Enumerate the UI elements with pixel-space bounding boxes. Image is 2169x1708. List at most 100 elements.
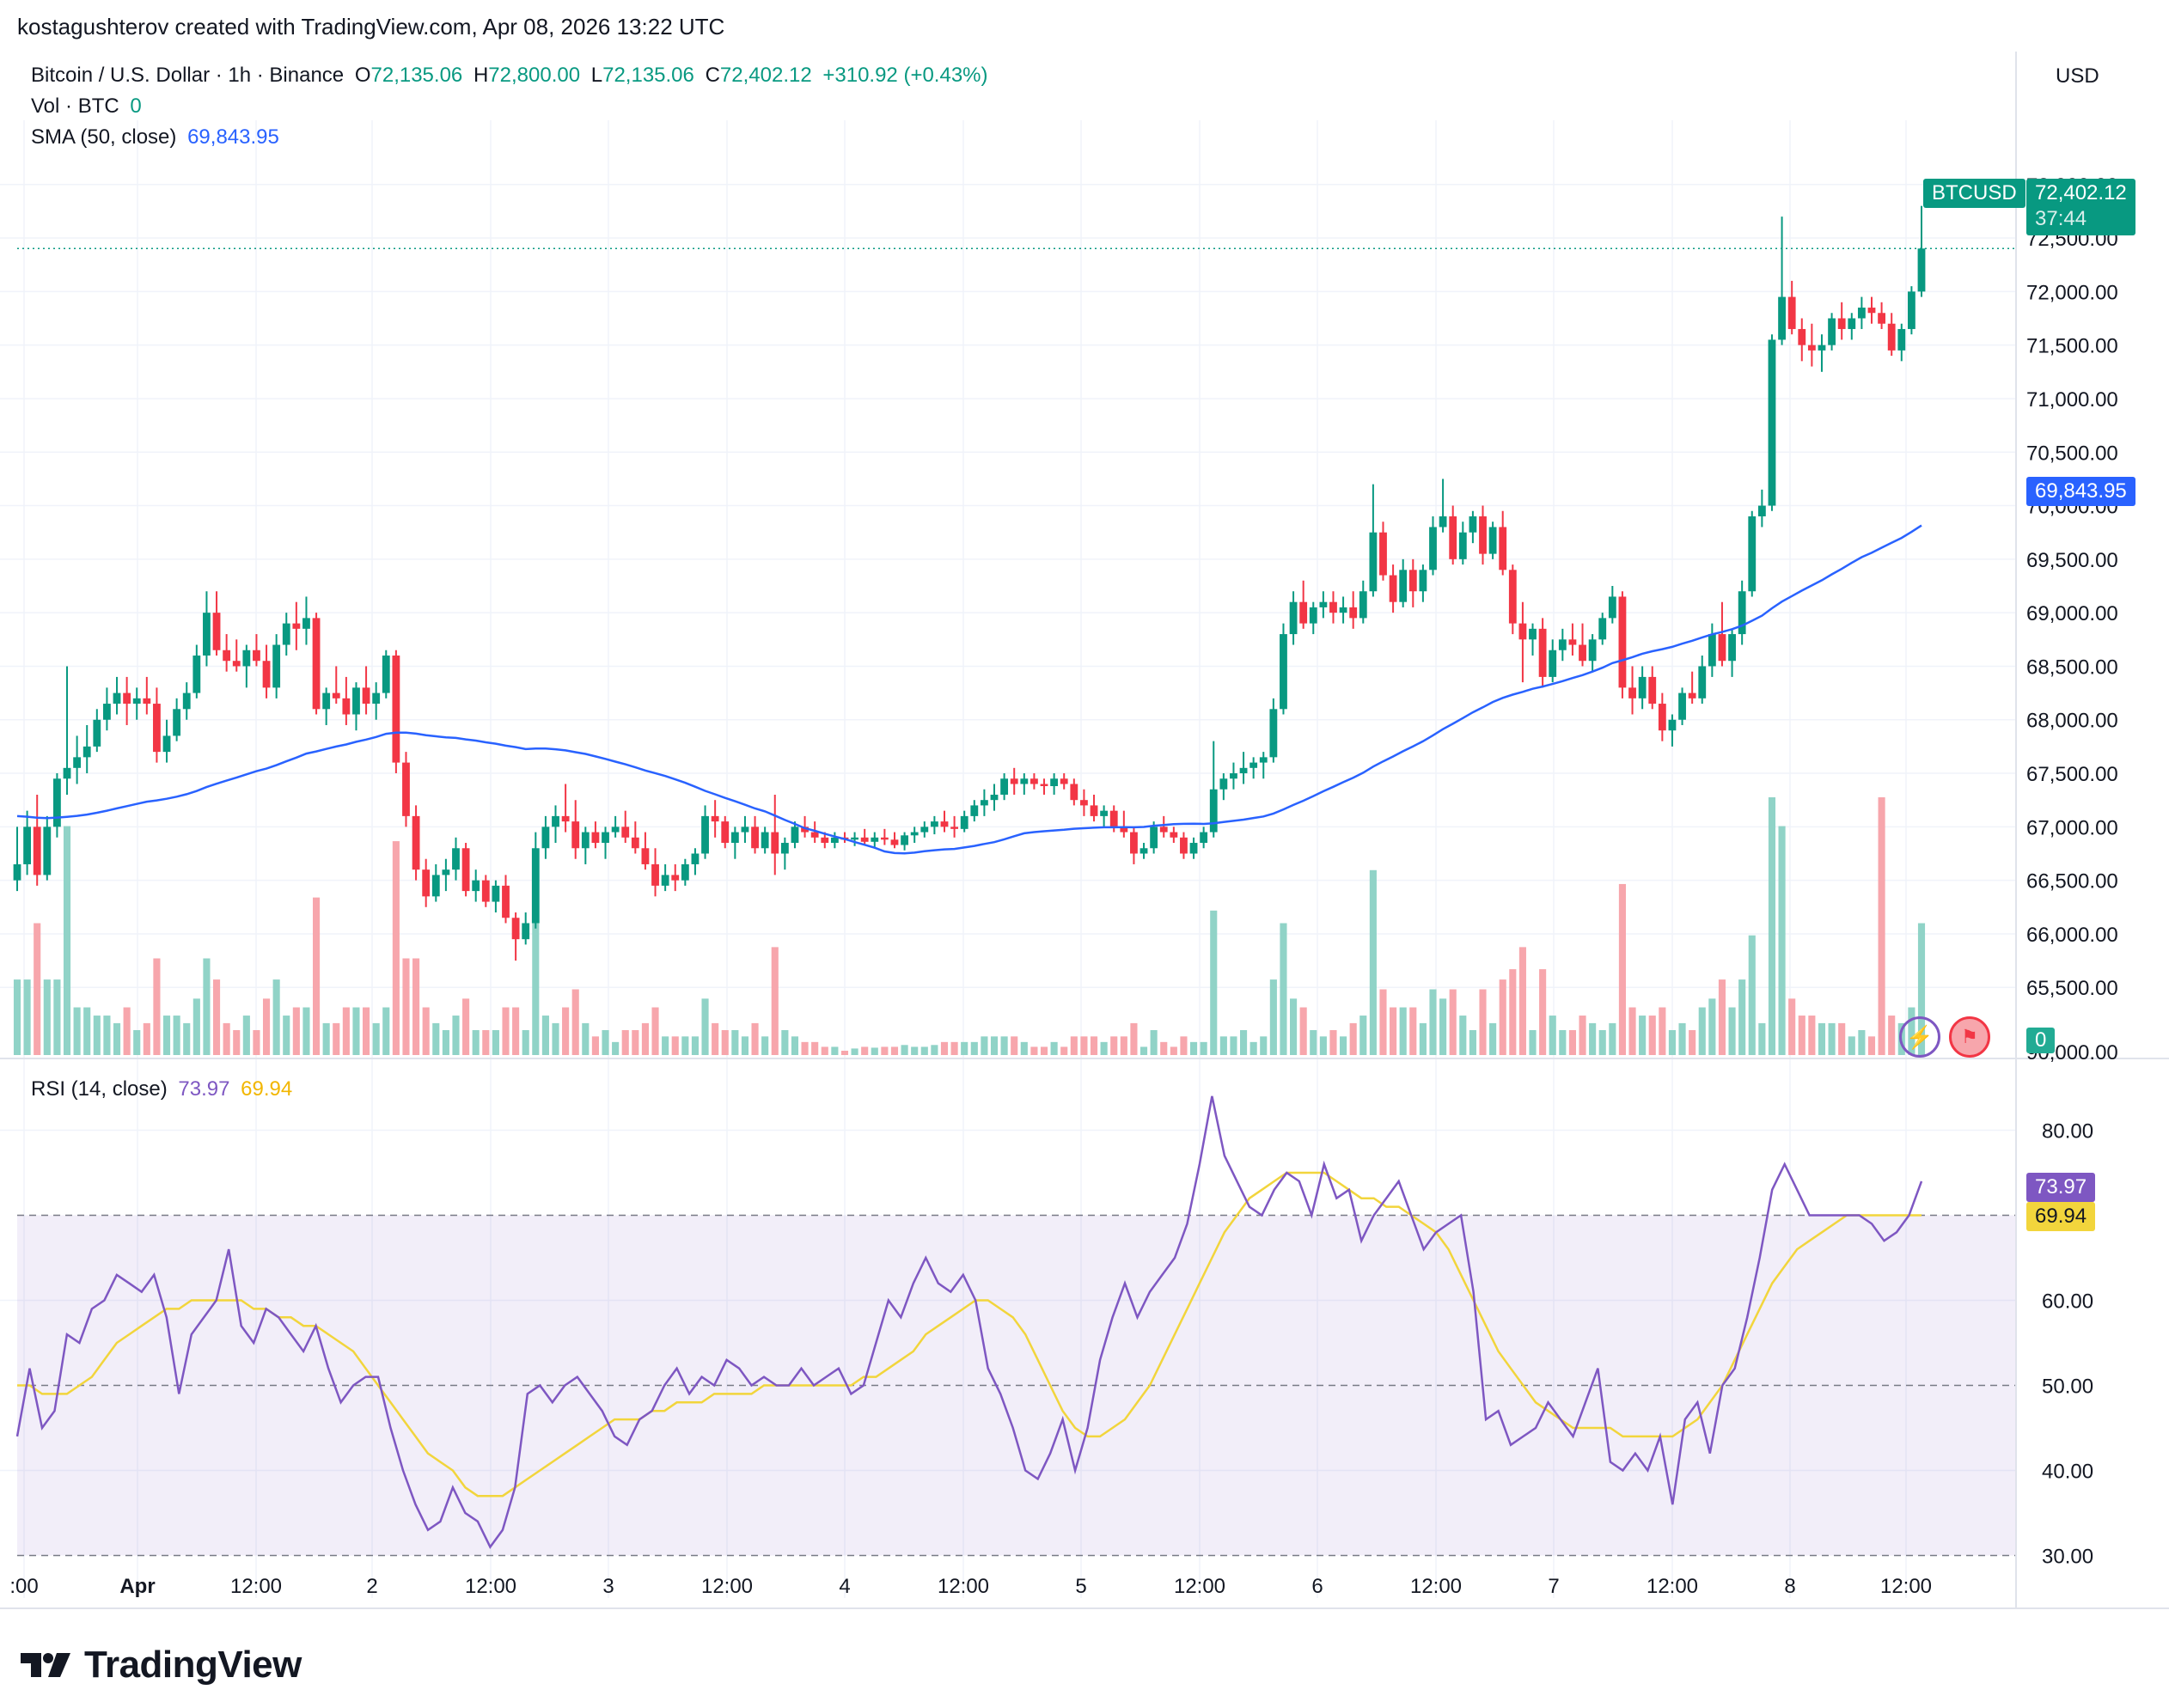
us-flag-icon[interactable]: ⚑ bbox=[1949, 1016, 1990, 1058]
tradingview-logo[interactable]: TradingView bbox=[19, 1639, 302, 1691]
currency-label[interactable]: USD bbox=[2056, 64, 2099, 88]
candlesticks[interactable] bbox=[13, 205, 1926, 961]
volume-bar bbox=[1708, 998, 1716, 1055]
rsi-band bbox=[17, 1214, 2016, 1557]
rsi-tick-label: 60.00 bbox=[2042, 1290, 2093, 1314]
candle-body bbox=[1469, 516, 1477, 533]
candle-body bbox=[1439, 516, 1447, 528]
volume-bar bbox=[412, 958, 420, 1055]
volume-bar bbox=[153, 958, 161, 1055]
close-label: C bbox=[705, 64, 720, 87]
volume-bar bbox=[981, 1036, 988, 1055]
candle-body bbox=[362, 687, 370, 705]
candle-body bbox=[1458, 532, 1467, 559]
candle-body bbox=[1518, 623, 1527, 640]
volume-label[interactable]: Vol · BTC bbox=[31, 95, 119, 118]
volume-bar bbox=[831, 1046, 839, 1055]
volume-bar bbox=[203, 958, 211, 1055]
volume-bar bbox=[253, 1030, 260, 1055]
volume-bar bbox=[1838, 1022, 1846, 1055]
candle-body bbox=[1608, 596, 1616, 619]
volume-bar bbox=[1230, 1036, 1237, 1055]
volume-bar bbox=[382, 1007, 390, 1055]
volume-bar bbox=[1120, 1036, 1127, 1055]
candle-body bbox=[312, 618, 321, 710]
volume-bar bbox=[242, 1016, 250, 1055]
volume-bar bbox=[1100, 1041, 1108, 1055]
candle-body bbox=[1189, 843, 1198, 854]
volume-bar bbox=[691, 1036, 700, 1055]
volume-bar bbox=[1609, 1022, 1616, 1055]
candle-body bbox=[13, 863, 21, 881]
last-price-value: 72,402.12 bbox=[2035, 181, 2127, 204]
volume-bar bbox=[641, 1022, 649, 1055]
volume-bar bbox=[1310, 1030, 1317, 1055]
time-tick-label: 12:00 bbox=[465, 1575, 516, 1598]
candle-body bbox=[1219, 778, 1228, 790]
candle-body bbox=[1020, 778, 1029, 784]
volume-bar bbox=[73, 1007, 81, 1055]
candle-body bbox=[1907, 291, 1915, 329]
volume-bar bbox=[1549, 1016, 1556, 1055]
candle-body bbox=[1738, 591, 1746, 635]
time-axis[interactable]: :00 Apr 12:00 2 12:00 3 12:00 4 12:00 5 12:00 6 12:0… bbox=[9, 1575, 1932, 1598]
volume-bar bbox=[34, 923, 41, 1055]
volume-bar bbox=[1429, 989, 1437, 1055]
price-tick-label: 67,500.00 bbox=[2026, 763, 2118, 786]
volume-value: 0 bbox=[130, 95, 142, 118]
candle-body bbox=[1748, 516, 1757, 592]
candle-body bbox=[1130, 832, 1138, 854]
candle-body bbox=[481, 880, 490, 902]
candle-body bbox=[242, 650, 251, 667]
volume-bar bbox=[791, 1036, 799, 1055]
volume-bar bbox=[1689, 1030, 1696, 1055]
candle-body bbox=[711, 815, 719, 822]
candle-body bbox=[93, 719, 101, 747]
candle-body bbox=[741, 827, 749, 833]
volume-bar bbox=[1020, 1041, 1028, 1055]
volume-bar bbox=[1210, 910, 1218, 1055]
time-tick-label: 7 bbox=[1548, 1575, 1559, 1598]
rsi-label[interactable]: RSI (14, close) bbox=[31, 1077, 168, 1101]
volume-bar bbox=[462, 998, 470, 1055]
volume-bar bbox=[1160, 1041, 1168, 1055]
symbol-title[interactable]: Bitcoin / U.S. Dollar · 1h · Binance bbox=[31, 64, 345, 87]
candle-body bbox=[1867, 308, 1876, 314]
candle-body bbox=[1309, 607, 1317, 624]
candle-body bbox=[1568, 639, 1577, 645]
candle-body bbox=[1499, 527, 1507, 570]
rsi-axis[interactable]: 80.00 60.00 50.00 40.00 30.00 bbox=[2042, 1120, 2093, 1569]
symbol-tag[interactable]: BTCUSD bbox=[1923, 179, 2025, 208]
brand-name: TradingView bbox=[84, 1644, 302, 1686]
time-tick-label: 12:00 bbox=[1410, 1575, 1462, 1598]
volume-bar bbox=[43, 979, 51, 1055]
volume-bar bbox=[1738, 979, 1746, 1055]
candle-body bbox=[492, 885, 500, 902]
volume-bar bbox=[83, 1007, 91, 1055]
candle-body bbox=[1030, 778, 1038, 784]
sma-label[interactable]: SMA (50, close) bbox=[31, 125, 177, 149]
candle-body bbox=[552, 815, 559, 827]
volume-bar bbox=[1718, 979, 1726, 1055]
candle-body bbox=[901, 835, 908, 845]
time-tick-label: 5 bbox=[1075, 1575, 1086, 1598]
price-tick-label: 68,500.00 bbox=[2026, 656, 2118, 679]
candle-body bbox=[372, 692, 381, 705]
lightning-icon[interactable]: ⚡ bbox=[1899, 1016, 1940, 1058]
candle-body bbox=[721, 821, 730, 844]
candle-body bbox=[1449, 516, 1457, 559]
candle-body bbox=[821, 837, 829, 844]
rsi-ma-last-badge: 69.94 bbox=[2026, 1202, 2096, 1231]
last-price-badge[interactable]: 72,402.12 37:44 bbox=[2026, 179, 2135, 235]
candle-body bbox=[1857, 308, 1866, 319]
volume-bar bbox=[352, 1007, 360, 1055]
price-axis[interactable]: 73,000.0072,500.0072,000.0071,500.0071,0… bbox=[2026, 174, 2118, 1064]
candle-body bbox=[1010, 778, 1018, 784]
rsi-ma-line bbox=[17, 1171, 1922, 1498]
candle-body bbox=[851, 837, 858, 840]
rsi-tick-label: 80.00 bbox=[2042, 1120, 2093, 1144]
candle-body bbox=[1678, 692, 1686, 720]
volume-bar bbox=[1678, 1022, 1686, 1055]
volume-bar bbox=[143, 1022, 150, 1055]
